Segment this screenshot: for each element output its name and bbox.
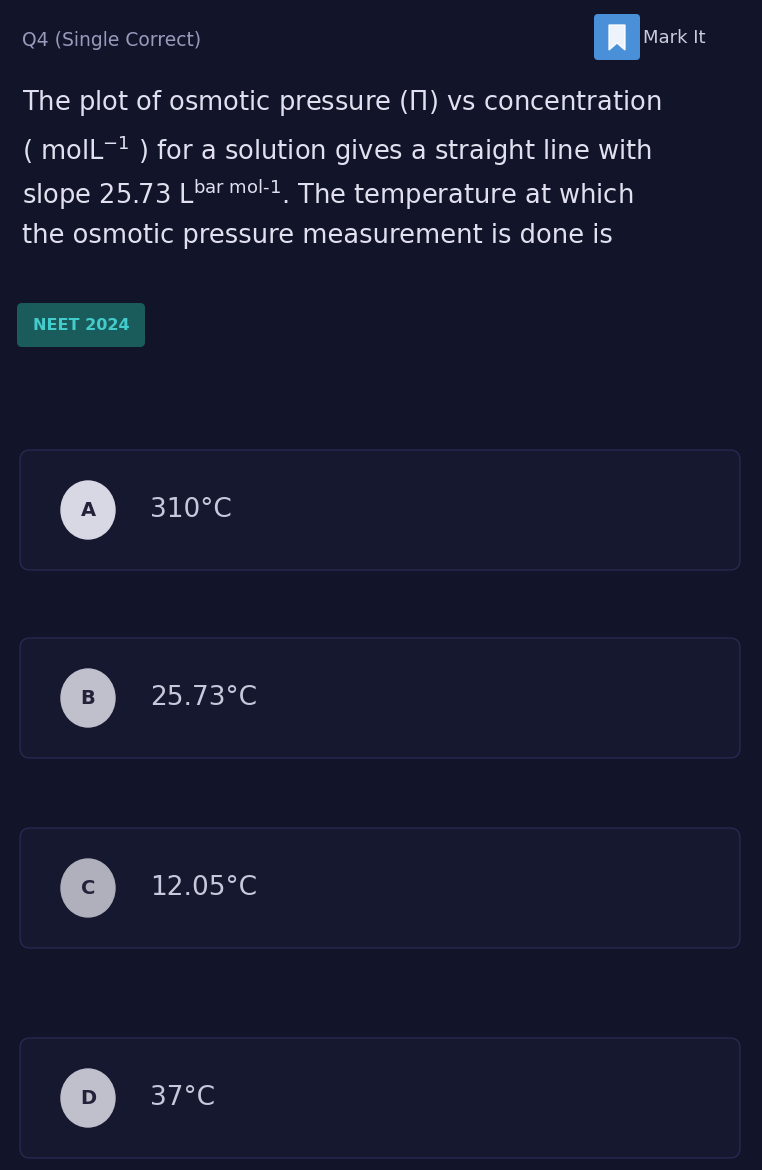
Ellipse shape (61, 1069, 115, 1127)
Ellipse shape (61, 859, 115, 917)
Text: ( molL$^{-1}$ ) for a solution gives a straight line with: ( molL$^{-1}$ ) for a solution gives a s… (22, 133, 652, 167)
FancyBboxPatch shape (20, 450, 740, 570)
Text: C: C (81, 879, 95, 897)
Ellipse shape (61, 481, 115, 539)
Text: slope 25.73 L$^{\mathrm{bar\ mol\text{-}1}}$. The temperature at which: slope 25.73 L$^{\mathrm{bar\ mol\text{-}… (22, 178, 633, 213)
Text: The plot of osmotic pressure ($\Pi$) vs concentration: The plot of osmotic pressure ($\Pi$) vs … (22, 88, 661, 118)
Text: B: B (81, 688, 95, 708)
FancyBboxPatch shape (594, 14, 640, 60)
Text: 12.05°C: 12.05°C (150, 875, 257, 901)
Polygon shape (609, 25, 625, 50)
Text: NEET 2024: NEET 2024 (33, 317, 130, 332)
Text: 37°C: 37°C (150, 1085, 215, 1112)
FancyBboxPatch shape (20, 828, 740, 948)
Text: the osmotic pressure measurement is done is: the osmotic pressure measurement is done… (22, 223, 613, 249)
Text: Mark It: Mark It (643, 29, 706, 47)
FancyBboxPatch shape (17, 303, 145, 347)
Ellipse shape (61, 669, 115, 727)
Text: D: D (80, 1088, 96, 1108)
FancyBboxPatch shape (20, 638, 740, 758)
FancyBboxPatch shape (20, 1038, 740, 1158)
Text: 310°C: 310°C (150, 497, 232, 523)
Text: A: A (81, 501, 95, 519)
Text: Q4 (Single Correct): Q4 (Single Correct) (22, 30, 201, 49)
Text: 25.73°C: 25.73°C (150, 684, 257, 711)
